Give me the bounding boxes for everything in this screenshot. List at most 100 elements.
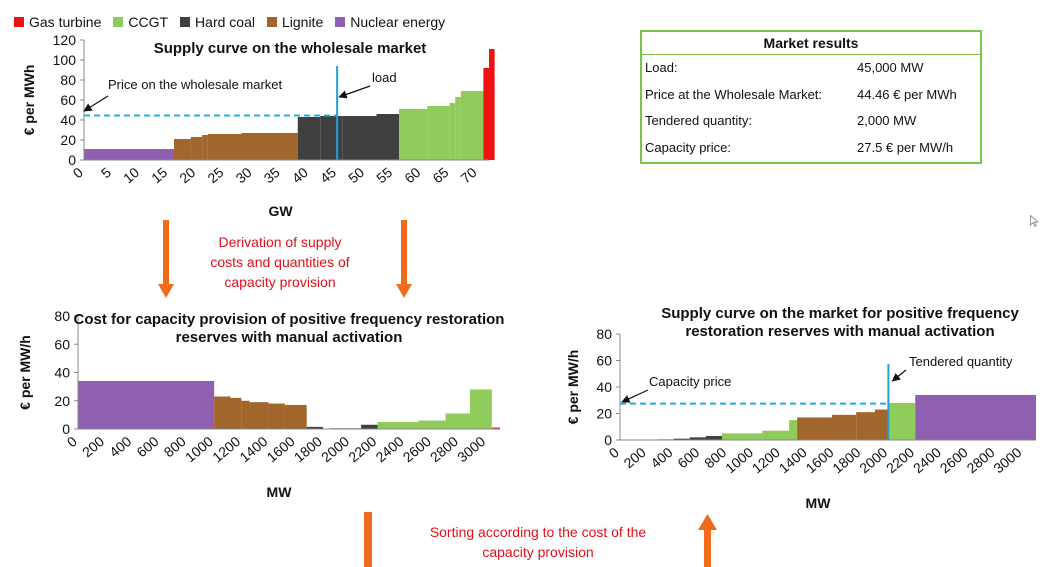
supply-bar [797, 417, 833, 440]
legend-label: Nuclear energy [350, 14, 446, 30]
legend-swatch [14, 17, 24, 27]
y-tick-label: 80 [596, 326, 612, 342]
results-row-load: Load: 45,000 MW [642, 55, 980, 82]
legend-item-hard-coal: Hard coal [180, 14, 255, 30]
supply-bar [230, 397, 242, 429]
x-tick-label: 3000 [454, 433, 488, 465]
x-tick-label: 60 [401, 164, 423, 186]
flow-arrow-up-head [698, 514, 717, 530]
legend-swatch [266, 17, 277, 27]
x-axis-label: MW [267, 484, 293, 500]
supply-bar [78, 380, 215, 429]
supply-bar [268, 403, 285, 429]
supply-bar [418, 420, 446, 429]
legend-item-lignite: Lignite [266, 14, 324, 30]
results-value: 44.46 € per MWh [857, 86, 957, 102]
chart-title: Supply curve on the wholesale market [154, 40, 427, 57]
supply-bar [673, 438, 690, 440]
x-tick-label: 2000 [856, 444, 890, 476]
price-label: Price on the wholesale market [108, 77, 283, 92]
flow-arrow-down-right-shaft [401, 220, 407, 286]
x-tick-label: 50 [345, 164, 367, 186]
results-value: 27.5 € per MW/h [857, 139, 954, 155]
supply-bar [297, 117, 321, 160]
legend-item-ccgt: CCGT [113, 14, 168, 30]
results-row-tendered: Tendered quantity: 2,000 MW [642, 108, 980, 135]
supply-bar [241, 133, 298, 160]
x-tick-label: 600 [674, 444, 702, 471]
supply-bar [202, 135, 208, 160]
supply-bar [320, 116, 343, 160]
flow-arrow-down-right-head [396, 284, 412, 298]
supply-bar [284, 404, 307, 429]
x-tick-label: 1800 [829, 444, 863, 476]
y-tick-label: 0 [68, 152, 76, 168]
results-label: Load: [645, 60, 678, 75]
load-label: load [372, 70, 397, 85]
supply-bar [445, 413, 471, 429]
x-tick-label: 2200 [345, 433, 379, 465]
legend-swatch [180, 17, 191, 27]
x-axis-label: GW [268, 203, 293, 219]
y-axis-label: € per MW/h [565, 350, 581, 425]
results-label: Capacity price: [645, 139, 731, 155]
x-tick-label: 2400 [372, 433, 406, 465]
x-tick-label: 2000 [318, 433, 352, 465]
supply-bar [460, 91, 484, 160]
results-value: 2,000 MW [857, 113, 917, 128]
market-results-title: Market results [642, 32, 980, 55]
supply-bar [888, 402, 916, 440]
supply-bar [915, 394, 1036, 440]
sorting-line: Sorting according to the cost of the [429, 524, 647, 540]
y-tick-label: 80 [54, 308, 70, 324]
y-axis-label: € per MWh [21, 65, 37, 136]
x-tick-label: 1800 [291, 433, 325, 465]
x-tick-label: 35 [261, 164, 283, 186]
y-axis-label: € per MW/h [17, 335, 33, 410]
x-tick-label: 40 [289, 164, 311, 186]
derivation-line: Derivation of supply [218, 234, 342, 250]
supply-bar [207, 134, 242, 160]
mouse-cursor-icon [1030, 215, 1039, 227]
flow-arrow-down-bottom-shaft [364, 512, 372, 567]
x-tick-label: 0 [70, 164, 86, 181]
y-tick-label: 0 [62, 421, 70, 437]
legend-label: Lignite [281, 14, 324, 30]
load-arrow [338, 85, 371, 99]
sorting-line: capacity provision [482, 544, 594, 560]
y-tick-label: 20 [596, 406, 612, 422]
supply-bar [399, 109, 428, 160]
x-tick-label: 2600 [937, 444, 971, 476]
x-tick-label: 55 [373, 164, 395, 186]
supply-bar [361, 424, 378, 429]
x-tick-label: 1400 [236, 433, 270, 465]
legend-label: Gas turbine [29, 14, 102, 30]
x-axis-label: MW [806, 495, 832, 511]
supply-bar [789, 420, 798, 440]
chart-title: Supply curve on the market for positive … [661, 305, 1019, 340]
x-tick-label: 2800 [427, 433, 461, 465]
supply-bar [856, 412, 875, 440]
x-tick-label: 1200 [209, 433, 243, 465]
supply-bar [427, 106, 450, 160]
x-tick-label: 400 [647, 444, 675, 471]
x-tick-label: 400 [106, 433, 134, 460]
y-tick-label: 40 [60, 112, 76, 128]
supply-bar [377, 421, 419, 429]
x-tick-label: 0 [64, 433, 80, 450]
supply-bar [241, 400, 250, 429]
supply-bar [705, 436, 722, 440]
results-row-capacity-price: Capacity price: 27.5 € per MW/h [642, 135, 980, 162]
flow-arrow-down-left-head [158, 284, 174, 298]
legend-swatch [335, 17, 346, 27]
x-tick-label: 70 [457, 164, 479, 186]
x-tick-label: 65 [429, 164, 451, 186]
supply-bar [449, 103, 456, 160]
x-tick-label: 2800 [964, 444, 998, 476]
tendered-quantity-arrow [891, 369, 907, 382]
x-tick-label: 20 [176, 164, 198, 186]
supply-bar [483, 68, 489, 160]
x-tick-label: 200 [621, 444, 649, 471]
y-tick-label: 20 [54, 393, 70, 409]
